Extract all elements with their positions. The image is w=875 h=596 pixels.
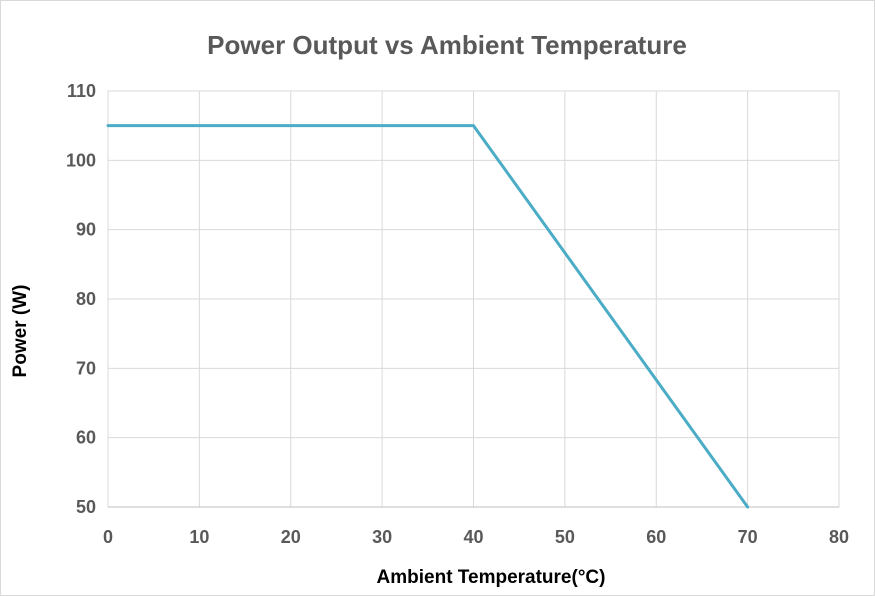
x-tick-label: 60 [646,527,666,547]
x-tick-label: 0 [103,527,113,547]
y-axis-label: Power (W) [10,285,31,378]
y-tick-labels: 50 60 70 80 90 100 110 [66,81,96,517]
x-tick-label: 80 [829,527,849,547]
x-tick-label: 40 [463,527,483,547]
y-tick-label: 60 [76,428,96,448]
x-tick-label: 10 [189,527,209,547]
x-axis-label: Ambient Temperature(°C) [377,567,606,588]
x-tick-labels: 0 10 20 30 40 50 60 70 80 [103,527,849,547]
power-series-line [106,124,750,509]
x-tick-label: 20 [281,527,301,547]
chart-title: Power Output vs Ambient Temperature [207,30,687,60]
grid-lines [107,90,840,508]
y-tick-label: 50 [76,497,96,517]
y-tick-label: 100 [66,150,96,170]
x-tick-label: 50 [555,527,575,547]
series-layer [106,124,750,509]
x-tick-label: 70 [738,527,758,547]
y-tick-label: 110 [67,81,96,101]
y-tick-label: 80 [76,289,96,309]
y-tick-label: 90 [76,220,96,240]
x-tick-label: 30 [372,527,392,547]
y-tick-label: 70 [76,358,96,378]
